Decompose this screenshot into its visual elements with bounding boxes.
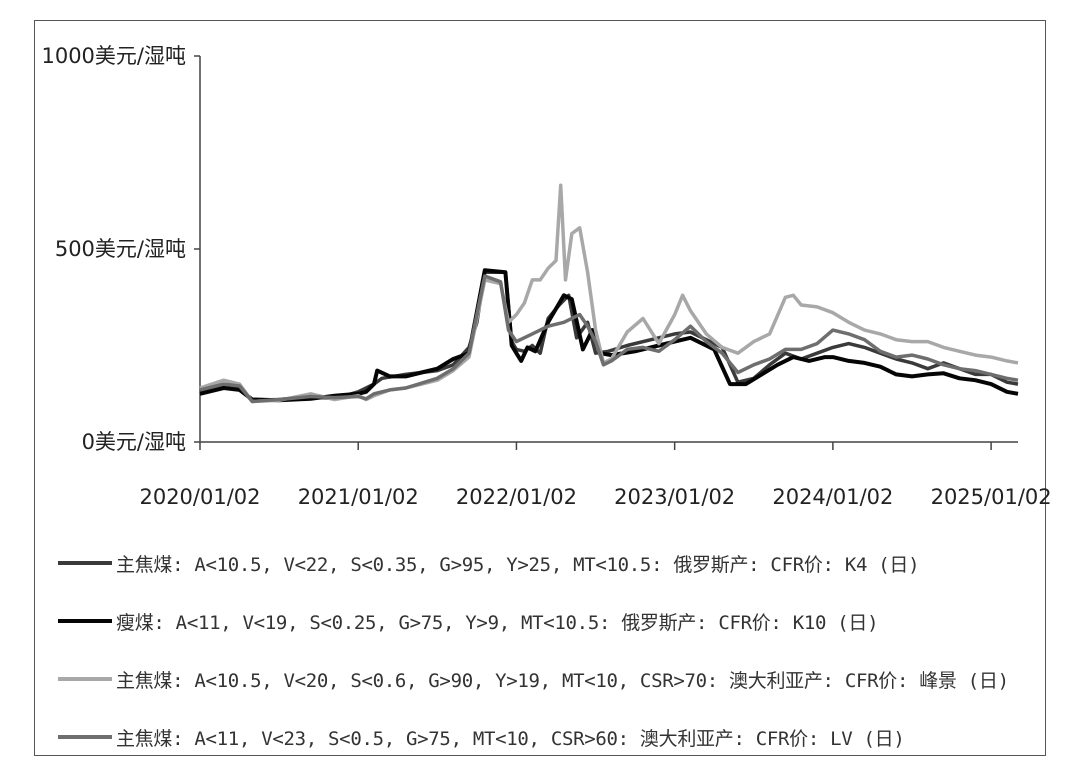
y-tick-label: 0美元/湿吨 [82, 430, 186, 454]
series-line-2 [200, 185, 1018, 401]
legend-item-lv: 主焦煤: A<11, V<23, S<0.5, G>75, MT<10, CSR… [58, 708, 1038, 766]
x-tick-label: 2023/01/02 [614, 485, 735, 509]
legend-swatch-k4 [58, 561, 112, 565]
x-tick-label: 2024/01/02 [772, 485, 893, 509]
legend-swatch-peak-downs [58, 677, 112, 681]
legend: 主焦煤: A<10.5, V<22, S<0.35, G>95, Y>25, M… [58, 534, 1038, 766]
x-tick-label: 2021/01/02 [298, 485, 419, 509]
y-tick-label: 500美元/湿吨 [55, 237, 186, 261]
y-tick-label: 1000美元/湿吨 [41, 44, 186, 68]
legend-label-lv: 主焦煤: A<11, V<23, S<0.5, G>75, MT<10, CSR… [116, 724, 905, 751]
chart-plot: 0美元/湿吨 500美元/湿吨 1000美元/湿吨 2020/01/02 2021/01… [0, 0, 1080, 535]
x-tick-label: 2022/01/02 [456, 485, 577, 509]
legend-item-k10: 瘦煤: A<11, V<19, S<0.25, G>75, Y>9, MT<10… [58, 592, 1038, 650]
legend-item-peak-downs: 主焦煤: A<10.5, V<20, S<0.6, G>90, Y>19, MT… [58, 650, 1038, 708]
x-tick-label: 2025/01/02 [931, 485, 1052, 509]
series-line-1 [200, 270, 1018, 400]
legend-swatch-k10 [58, 619, 112, 623]
legend-label-k4: 主焦煤: A<10.5, V<22, S<0.35, G>95, Y>25, M… [116, 550, 919, 577]
legend-swatch-lv [58, 735, 112, 739]
legend-label-peak-downs: 主焦煤: A<10.5, V<20, S<0.6, G>90, Y>19, MT… [116, 666, 1009, 693]
x-tick-label: 2020/01/02 [139, 485, 260, 509]
series-line-0 [200, 272, 1018, 400]
legend-label-k10: 瘦煤: A<11, V<19, S<0.25, G>75, Y>9, MT<10… [116, 608, 878, 635]
legend-item-k4: 主焦煤: A<10.5, V<22, S<0.35, G>95, Y>25, M… [58, 534, 1038, 592]
